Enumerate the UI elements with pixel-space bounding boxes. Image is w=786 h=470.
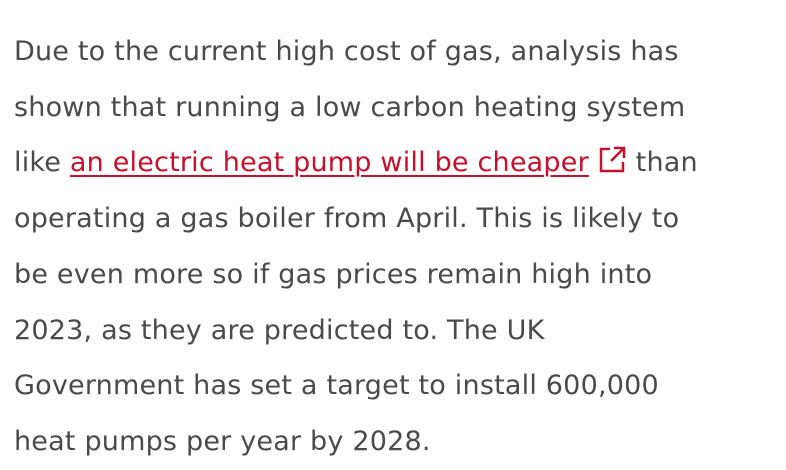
text-line: Government has set a target to install 6… bbox=[14, 370, 659, 402]
page: Due to the current high cost of gas, ana… bbox=[14, 36, 698, 457]
text-line: shown that running a low carbon heating … bbox=[14, 91, 686, 123]
text-line: be even more so if gas prices remain hig… bbox=[14, 258, 653, 290]
external-link-icon bbox=[599, 147, 626, 173]
text-line: Due to the current high cost of gas, ana… bbox=[14, 36, 679, 67]
text-line: like bbox=[14, 147, 70, 179]
text-line: heat pumps per year by 2028. bbox=[14, 425, 431, 457]
link[interactable]: an electric heat pump will be cheaper bbox=[69, 147, 589, 179]
text-line: 2023, as they are predicted to. The UK bbox=[14, 314, 545, 346]
paragraph: Due to the current high cost of gas, ana… bbox=[14, 24, 786, 470]
text-line: operating a gas boiler from April. This … bbox=[14, 203, 680, 235]
text-line: than bbox=[626, 147, 698, 179]
